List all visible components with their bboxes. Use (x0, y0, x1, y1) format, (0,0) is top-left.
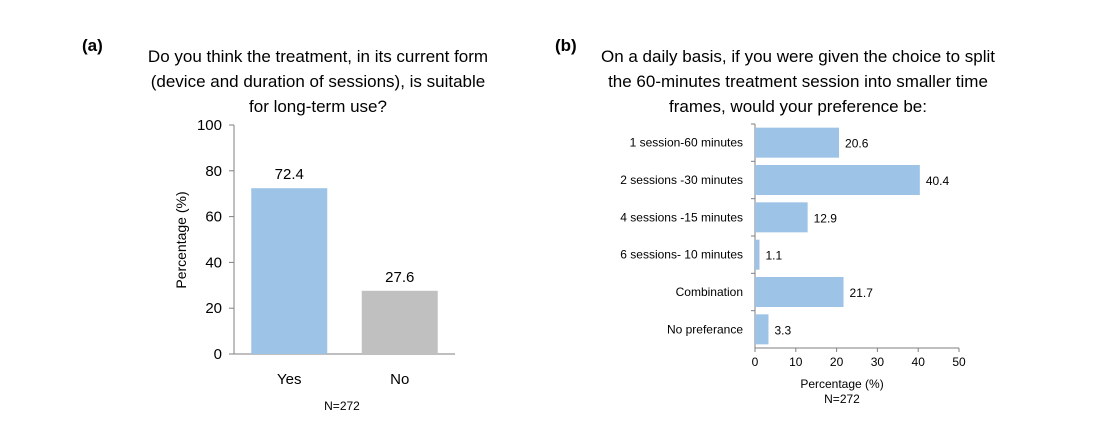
panel-b-x-axis-title: Percentage (%) (800, 377, 883, 391)
panel-a-data-label: 72.4 (275, 166, 304, 183)
panel-b-x-axis: 0 10 20 30 40 50 (751, 123, 966, 369)
panel-a-y-axis-title: Percentage (%) (173, 191, 189, 288)
panel-a-x-tick-label: No (390, 371, 409, 388)
panel-b-title-line-3: frames, would your preference be: (669, 97, 927, 116)
panel-b-bar (755, 165, 920, 195)
panel-a-y-tick-label: 20 (205, 300, 222, 317)
panel-b-x-tick-label: 20 (830, 355, 844, 369)
panel-b-label: (b) (555, 36, 577, 55)
panel-b-category-label: 1 session-60 minutes (630, 136, 743, 150)
panel-a-bar-no (361, 290, 438, 354)
panel-b: (b) On a daily basis, if you were given … (555, 36, 995, 406)
panel-a-bars: 72.4 Yes 27.6 No (251, 166, 438, 388)
panel-b-category-label: No preferance (667, 322, 743, 336)
panel-b-bar (755, 239, 760, 270)
panel-b-x-tick-label: 50 (952, 355, 966, 369)
panel-b-bar (755, 277, 844, 307)
panel-b-x-tick-label: 0 (752, 355, 759, 369)
panel-a-title-line-3: for long-term use? (249, 97, 387, 116)
panel-b-category-label: 6 sessions- 10 minutes (620, 248, 743, 262)
panel-a: (a) Do you think the treatment, in its c… (82, 36, 488, 413)
panel-a-data-label: 27.6 (385, 269, 414, 286)
panel-b-bar (755, 127, 840, 158)
panel-b-x-tick-label: 30 (871, 355, 885, 369)
panel-a-y-tick-label: 100 (197, 117, 222, 134)
panel-a-x-tick-label: Yes (277, 371, 301, 388)
panel-b-category-label: 2 sessions -30 minutes (620, 173, 743, 187)
panel-b-x-tick-label: 40 (912, 355, 926, 369)
panel-a-y-tick-label: 60 (205, 209, 222, 226)
panel-a-title-line-1: Do you think the treatment, in its curre… (148, 47, 488, 66)
panel-b-bar (755, 314, 769, 345)
panel-b-data-label: 3.3 (774, 323, 791, 337)
panel-a-label: (a) (82, 36, 103, 55)
panel-a-y-axis: 0 20 40 60 80 100 (197, 117, 455, 363)
panel-b-data-label: 21.7 (850, 286, 874, 300)
panel-b-data-label: 40.4 (926, 174, 950, 188)
panel-a-y-tick-label: 40 (205, 254, 222, 271)
panel-b-sample-size: N=272 (824, 392, 860, 406)
panel-a-title-line-2: (device and duration of sessions), is su… (151, 72, 486, 91)
panel-b-bar (755, 202, 808, 233)
panel-b-bars: 20.6 1 session-60 minutes 40.4 2 sessions -… (620, 127, 950, 345)
panel-b-category-label: Combination (676, 285, 743, 299)
panel-b-data-label: 12.9 (814, 211, 838, 225)
panel-a-bar-yes (251, 188, 328, 354)
panel-a-sample-size: N=272 (324, 399, 360, 413)
panel-b-title-line-1: On a daily basis, if you were given the … (601, 47, 995, 66)
panel-b-title-line-2: the 60-minutes treatment session into sm… (608, 72, 988, 91)
panel-b-category-label: 4 sessions -15 minutes (620, 210, 743, 224)
panel-a-y-tick-label: 0 (214, 346, 222, 363)
panel-b-x-tick-label: 10 (789, 355, 803, 369)
panel-a-y-tick-label: 80 (205, 163, 222, 180)
panel-b-data-label: 1.1 (765, 249, 782, 263)
panel-b-data-label: 20.6 (845, 137, 869, 151)
